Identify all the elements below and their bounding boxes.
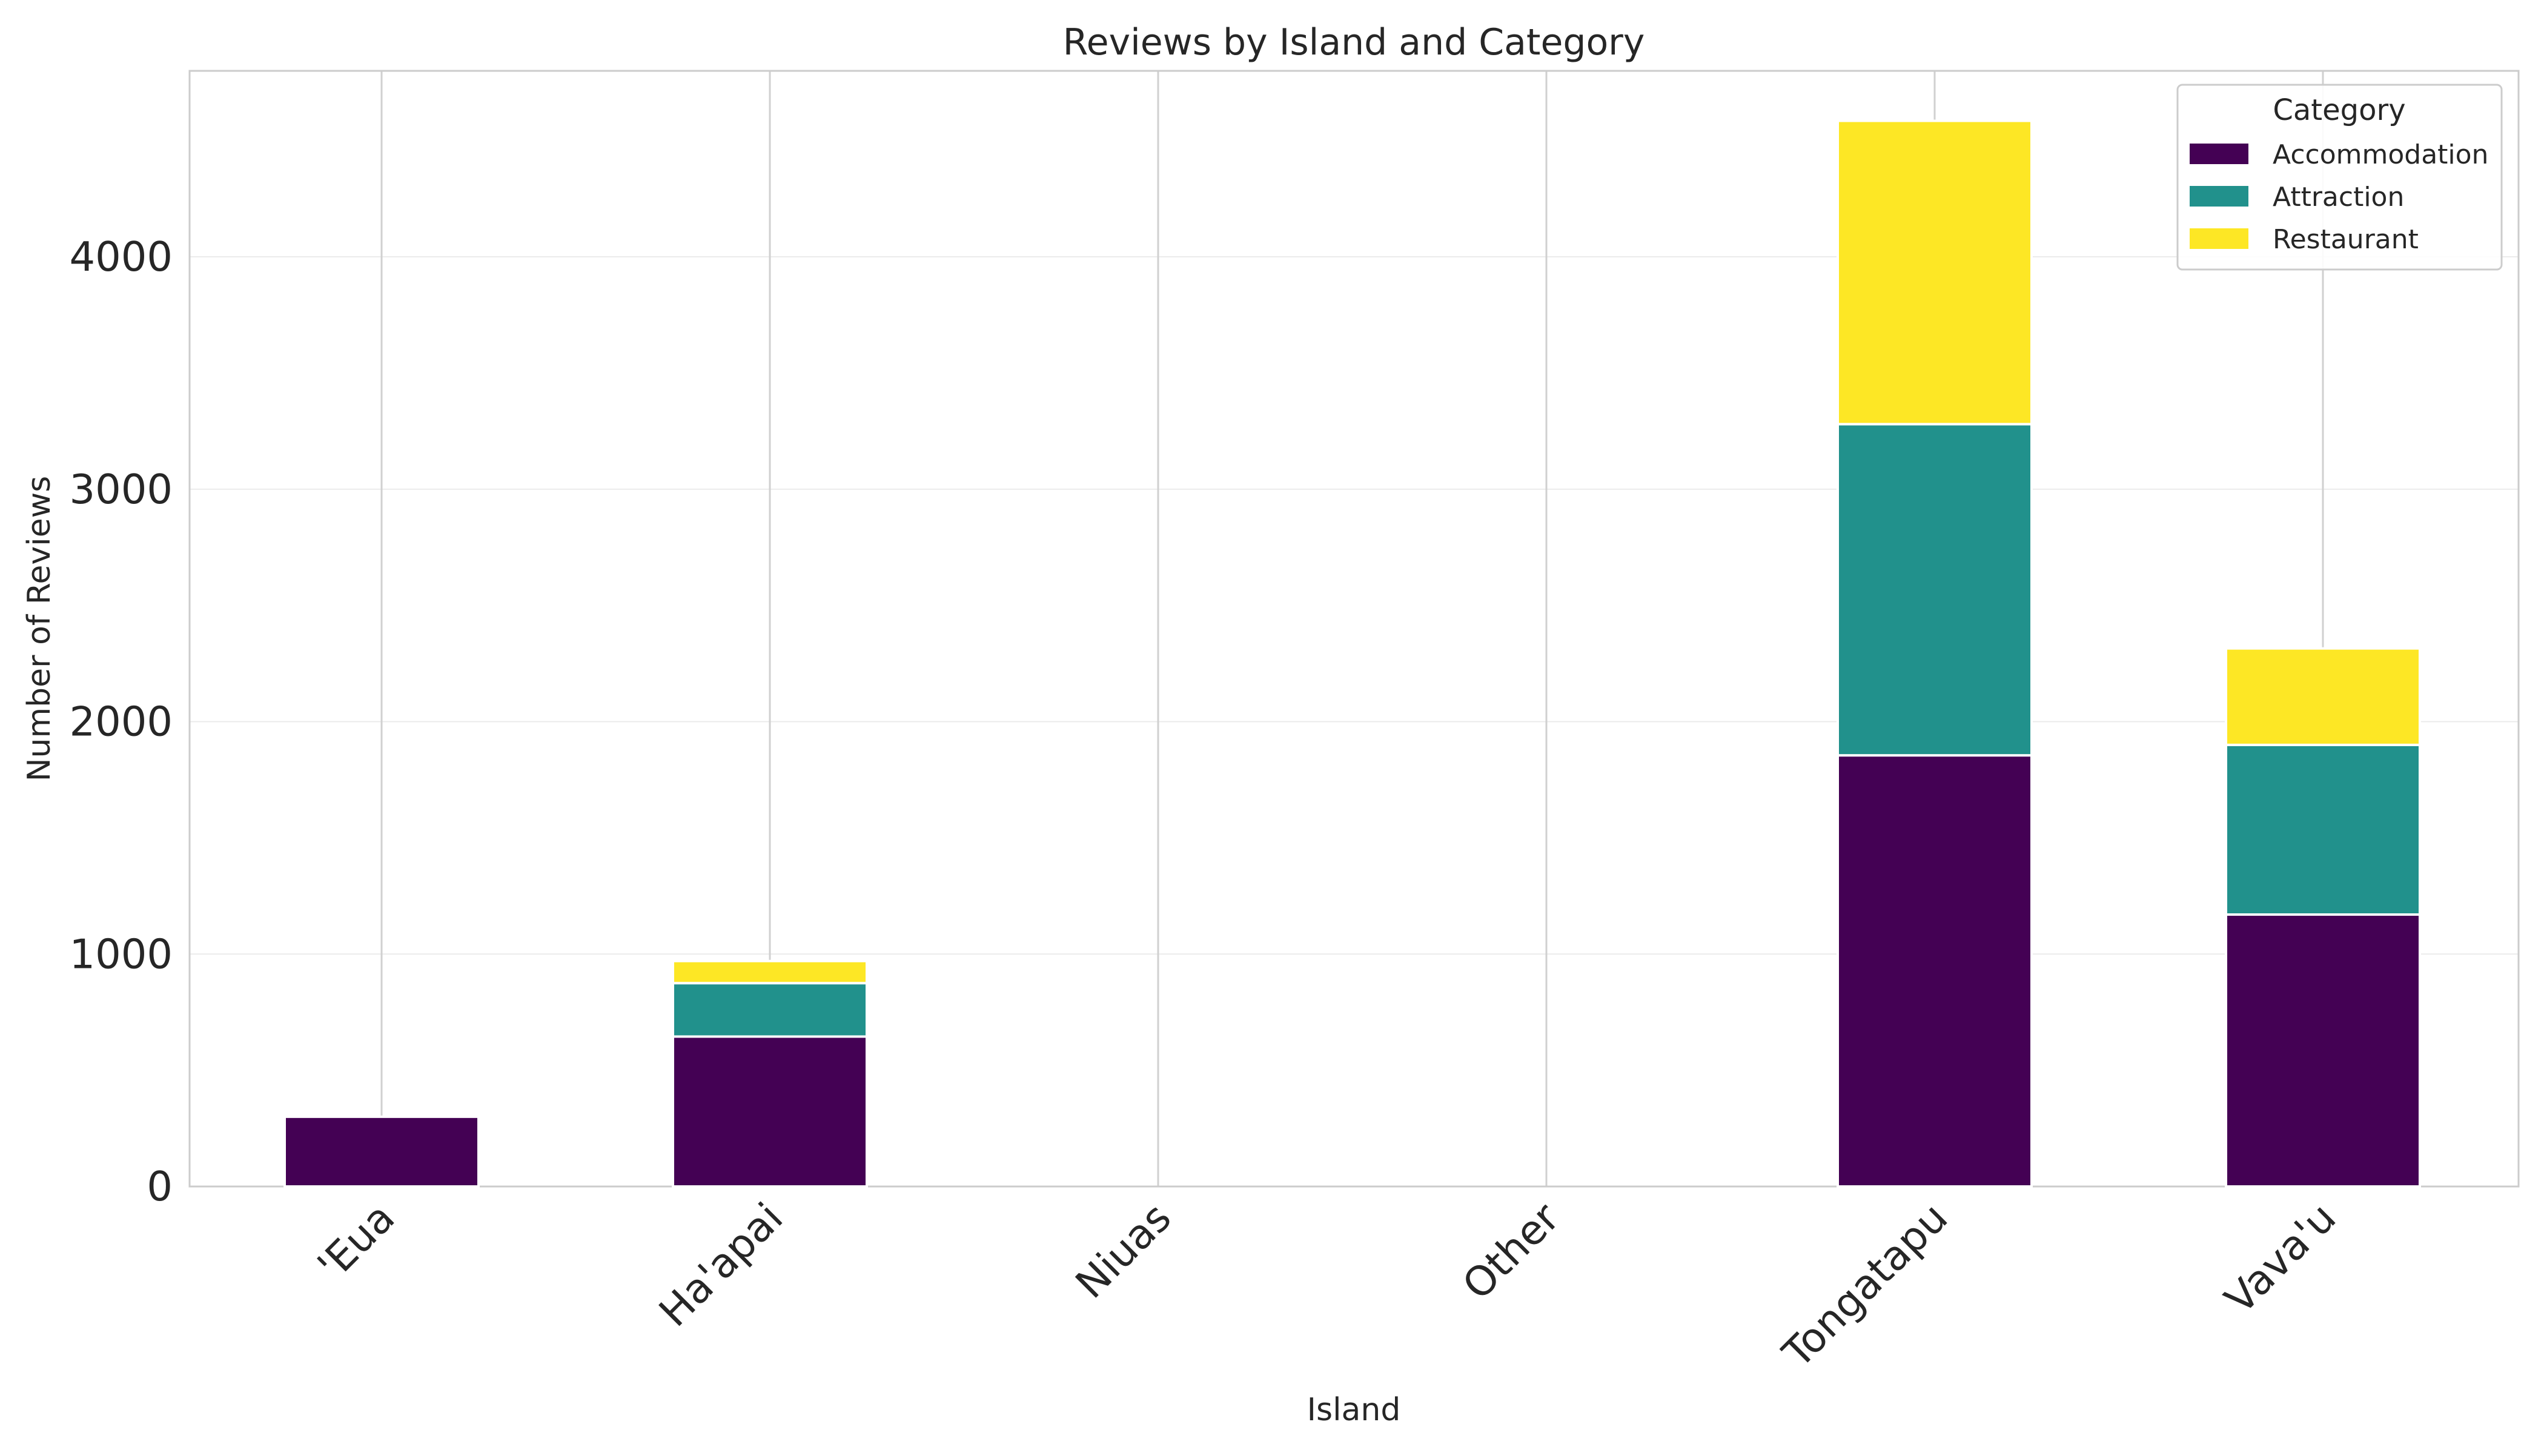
y-tick-label: 3000 [69,466,173,513]
y-tick-label: 0 [147,1163,173,1210]
x-tick-labels: 'Eua Ha'apai Niuas Other Tongatapu Vava'u [308,1194,2345,1377]
legend-frame [2176,84,2503,271]
x-tick-label: Tongatapu [1774,1194,1957,1377]
y-axis-label: Number of Reviews [21,476,58,782]
legend-label: Attraction [2273,182,2404,213]
bars-layer [283,119,2421,1188]
bar-segment [672,982,868,1038]
x-tick-label: Niuas [1067,1194,1181,1308]
grid-layer [190,71,2519,1187]
y-tick-label: 4000 [69,233,173,280]
y-tick-label: 2000 [69,698,173,746]
legend-swatch [2190,228,2248,249]
x-tick-label: Vava'u [2216,1194,2345,1323]
legend-label: Accommodation [2273,139,2488,170]
bar-segment [2225,913,2421,1188]
bar-segment [672,959,868,985]
bar-segment [672,1035,868,1188]
x-tick-label: Other [1454,1194,1569,1309]
bar-segment [2225,743,2421,916]
bar-segment [2225,647,2421,746]
x-axis-label: Island [1307,1392,1401,1428]
y-tick-label: 1000 [69,930,173,978]
bar-segment [1837,423,2033,757]
bar-segment [1837,754,2033,1188]
bar-segment [283,1115,480,1188]
plot-frame [188,70,2520,1188]
legend-swatch [2190,186,2248,207]
chart-title: Reviews by Island and Category [1063,21,1645,64]
y-tick-labels: 0 1000 2000 3000 4000 [69,233,173,1210]
x-tick-label: 'Eua [308,1194,403,1289]
legend-label: Restaurant [2273,224,2419,255]
bar-segment [1837,119,2033,426]
legend: Category Accommodation Attraction Restaura… [2176,84,2503,271]
legend-title: Category [2273,93,2405,127]
legend-swatch [2190,144,2248,164]
x-tick-label: Ha'apai [650,1194,792,1335]
legend-items: Accommodation Attraction Restaurant [2190,139,2488,255]
